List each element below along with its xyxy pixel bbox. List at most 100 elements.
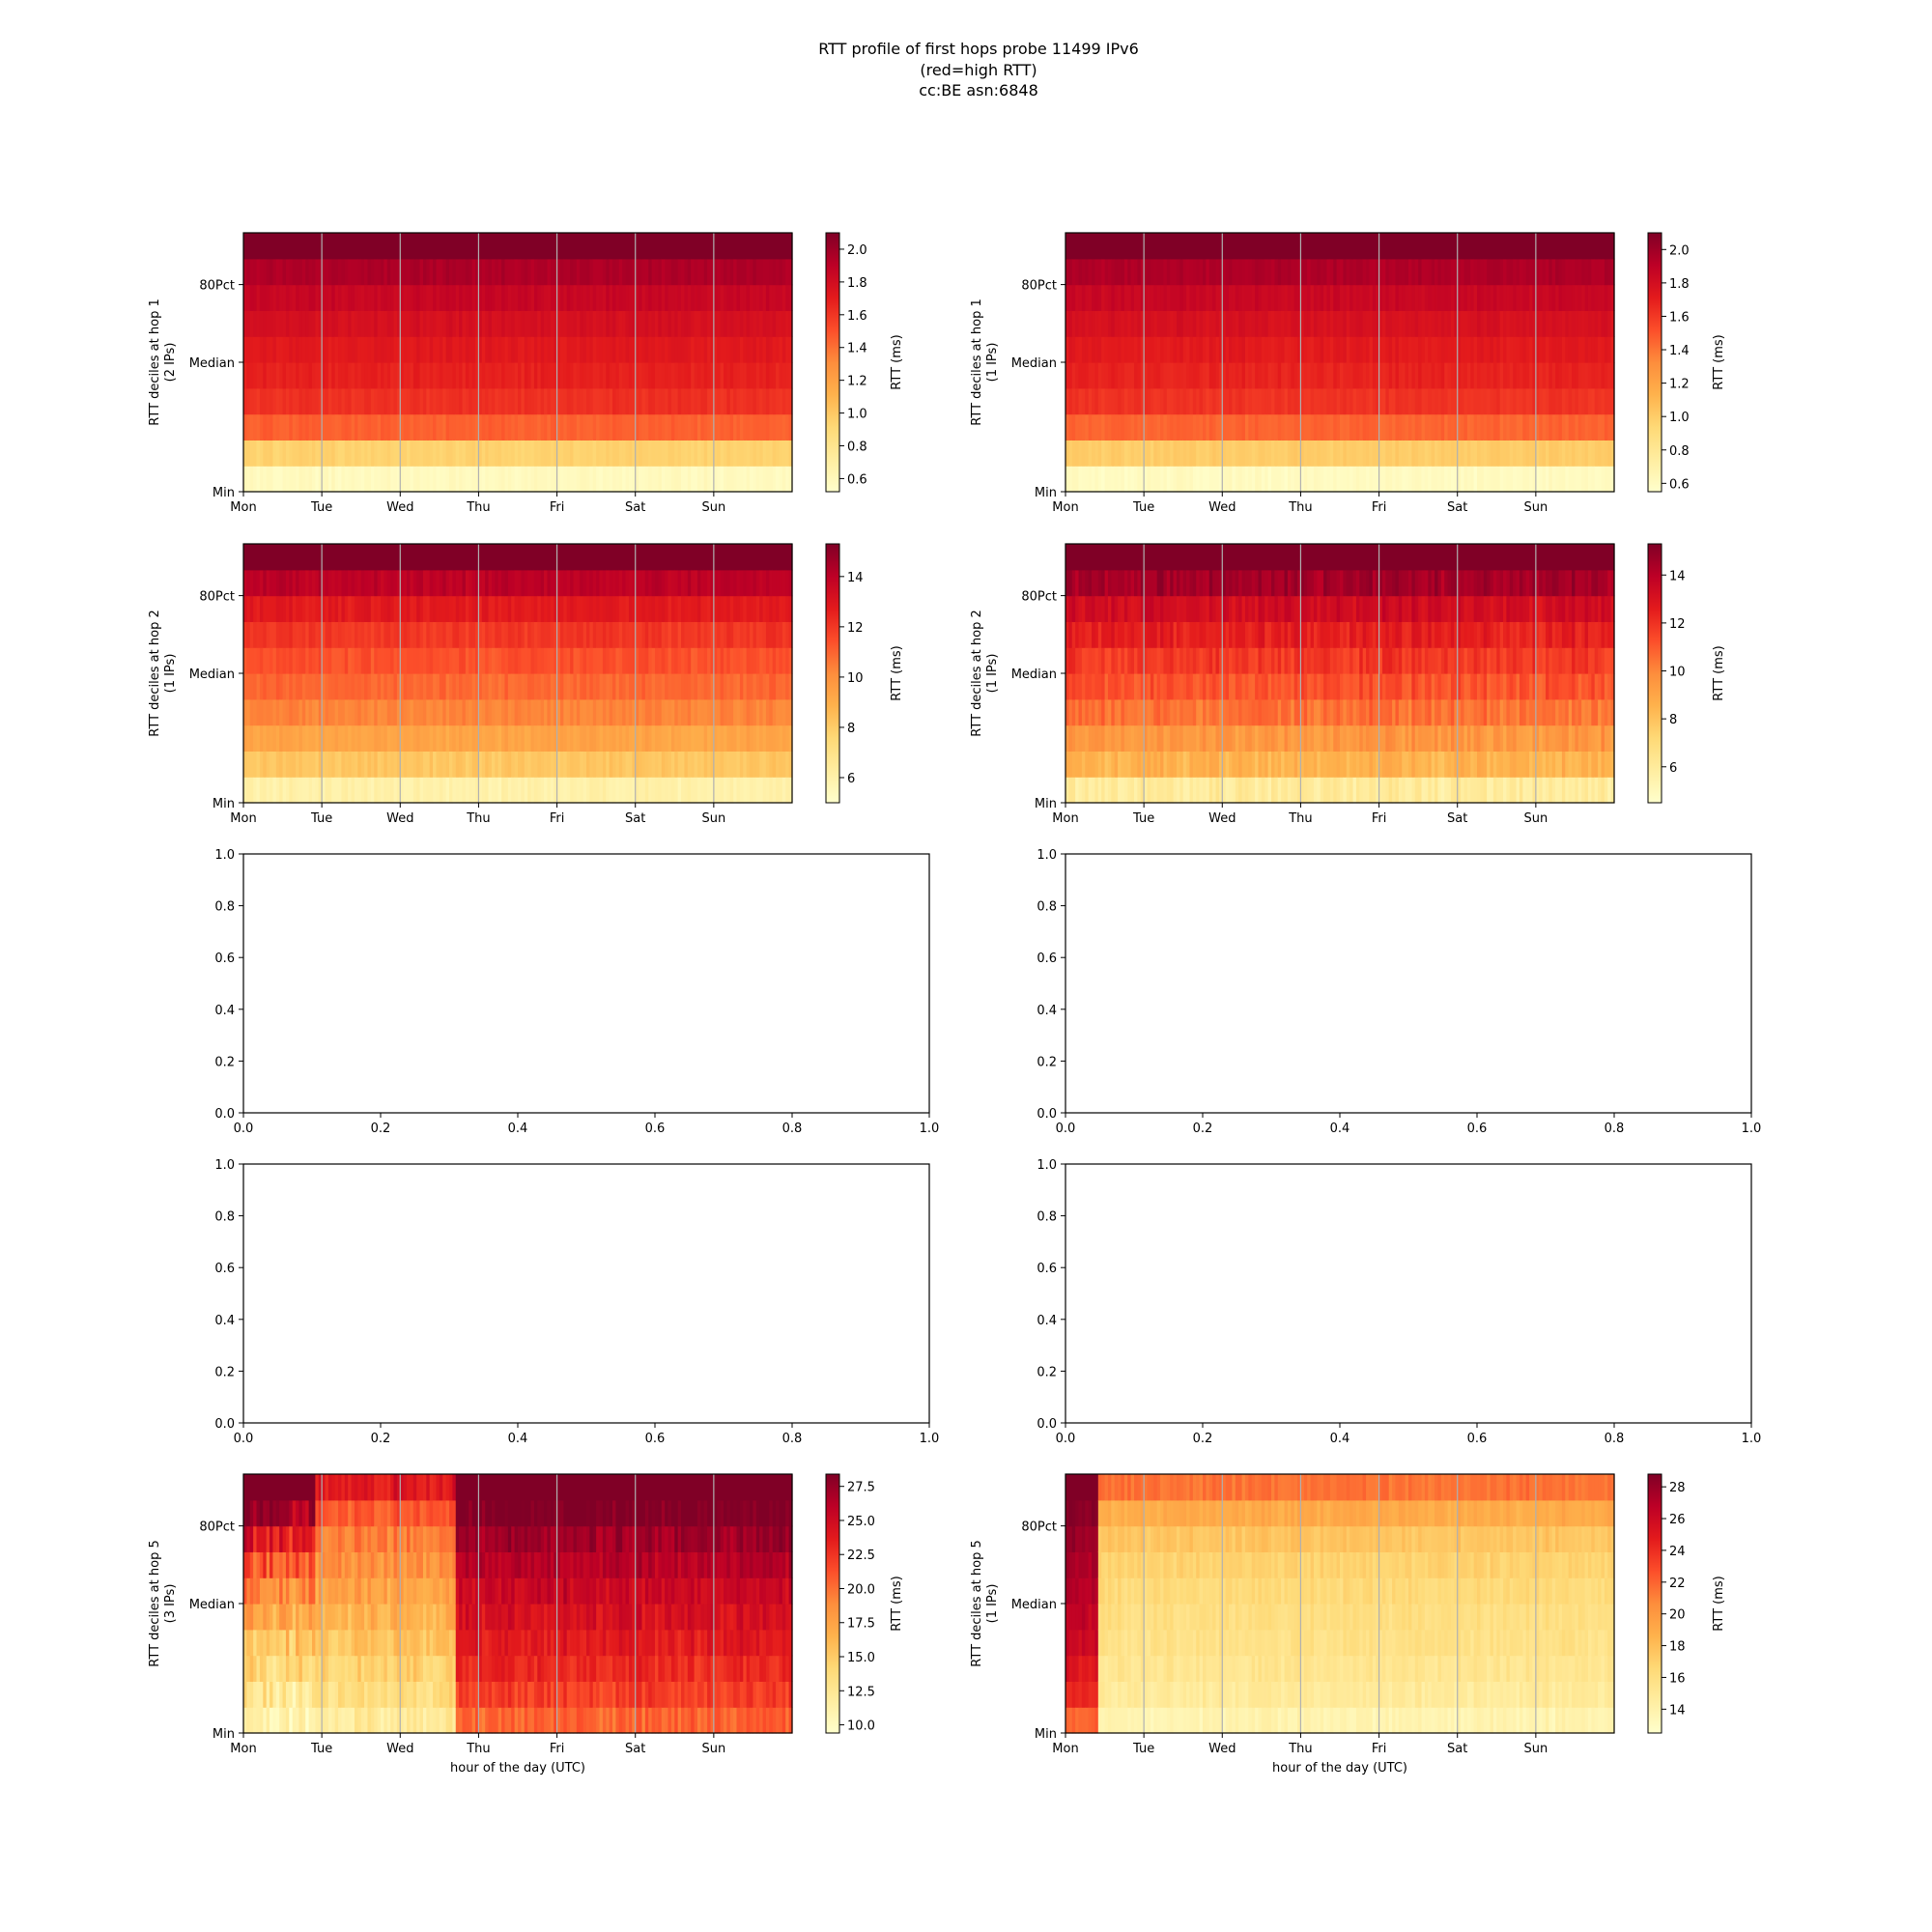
heatmap-cell <box>530 233 535 260</box>
heatmap-cell <box>530 569 535 597</box>
heatmap-cell <box>566 569 571 597</box>
heatmap-cell <box>1111 440 1116 467</box>
heatmap-cell <box>1271 413 1275 440</box>
heatmap-cell <box>305 284 310 311</box>
heatmap-cell <box>592 751 597 778</box>
heatmap-cell <box>1581 258 1586 286</box>
heatmap-cell <box>559 233 564 260</box>
heatmap-cell <box>1267 336 1272 363</box>
heatmap-cell <box>762 466 767 493</box>
heatmap-cell <box>429 387 434 415</box>
heatmap-cell <box>426 233 431 260</box>
heatmap-cell <box>390 621 395 648</box>
heatmap-cell <box>1565 387 1570 415</box>
heatmap-cell <box>501 673 506 700</box>
heatmap-cell <box>625 724 630 752</box>
heatmap-cell <box>576 595 581 622</box>
heatmap-cell <box>554 621 558 648</box>
heatmap-cell <box>1378 413 1383 440</box>
heatmap-cell <box>612 258 617 286</box>
heatmap-cell <box>665 569 669 597</box>
heatmap-cell <box>703 647 708 674</box>
heatmap-cell <box>615 595 620 622</box>
heatmap-cell <box>1303 387 1308 415</box>
heatmap-cell <box>1477 440 1481 467</box>
heatmap-cell <box>1323 336 1328 363</box>
heatmap-cell <box>298 413 303 440</box>
heatmap-cell <box>1255 466 1260 493</box>
heatmap-cell <box>1461 284 1465 311</box>
heatmap-cell <box>753 440 757 467</box>
heatmap-cell <box>1378 284 1383 311</box>
heatmap-cell <box>1607 440 1612 467</box>
heatmap-cell <box>1212 440 1217 467</box>
heatmap-cell <box>1127 440 1132 467</box>
heatmap-cell <box>1444 284 1449 311</box>
heatmap-cell <box>381 233 384 260</box>
heatmap-cell <box>471 387 476 415</box>
heatmap-cell <box>1340 336 1344 363</box>
heatmap-cell <box>602 310 607 337</box>
heatmap-cell <box>1454 233 1459 260</box>
heatmap-cell <box>651 544 656 571</box>
heatmap-cell <box>576 284 581 311</box>
heatmap-cell <box>1372 258 1377 286</box>
heatmap-cell <box>537 284 542 311</box>
heatmap-cell <box>396 387 401 415</box>
heatmap-cell <box>1408 362 1412 389</box>
heatmap-cell <box>592 673 597 700</box>
heatmap-cell <box>360 698 365 726</box>
heatmap-cell <box>263 413 268 440</box>
heatmap-cell <box>710 569 715 597</box>
heatmap-cell <box>612 647 617 674</box>
heatmap-cell <box>1572 466 1577 493</box>
heatmap-cell <box>396 413 401 440</box>
heatmap-cell <box>632 413 637 440</box>
heatmap-cell <box>1366 440 1371 467</box>
heatmap-cell <box>755 258 760 286</box>
heatmap-cell <box>1264 413 1269 440</box>
heatmap-cell <box>670 595 675 622</box>
heatmap-cell <box>246 362 251 389</box>
heatmap-cell <box>514 466 519 493</box>
heatmap-cell <box>308 621 313 648</box>
heatmap-cell <box>1372 336 1377 363</box>
heatmap-cell <box>1591 413 1596 440</box>
heatmap-cell <box>266 310 270 337</box>
heatmap-cell <box>272 777 277 804</box>
heatmap-cell <box>312 544 316 571</box>
heatmap-cell <box>1140 413 1145 440</box>
heatmap-cell <box>1522 466 1527 493</box>
heatmap-cell <box>256 440 261 467</box>
heatmap-cell <box>400 387 405 415</box>
heatmap-cell <box>462 258 467 286</box>
heatmap-cell <box>521 673 526 700</box>
heatmap-cell <box>442 310 447 337</box>
heatmap-cell <box>710 621 715 648</box>
heatmap-cell <box>677 621 682 648</box>
heatmap-cell <box>710 673 715 700</box>
heatmap-cell <box>429 336 434 363</box>
heatmap-cell <box>259 569 264 597</box>
heatmap-cell <box>1156 310 1161 337</box>
heatmap-cell <box>1555 440 1560 467</box>
heatmap-cell <box>524 595 528 622</box>
heatmap-cell <box>1346 387 1350 415</box>
heatmap-cell <box>1532 310 1537 337</box>
heatmap-cell <box>459 387 464 415</box>
heatmap-cell <box>384 466 388 493</box>
heatmap-cell <box>710 258 715 286</box>
heatmap-cell <box>615 673 620 700</box>
heatmap-cell <box>632 698 637 726</box>
heatmap-cell <box>370 233 375 260</box>
heatmap-cell <box>259 466 264 493</box>
heatmap-cell <box>298 387 303 415</box>
heatmap-cell <box>556 569 561 597</box>
heatmap-cell <box>559 258 564 286</box>
heatmap-cell <box>670 569 675 597</box>
heatmap-cell <box>495 724 499 752</box>
heatmap-cell <box>407 284 412 311</box>
heatmap-cell <box>1196 233 1201 260</box>
heatmap-cell <box>312 647 316 674</box>
heatmap-cell <box>253 621 258 648</box>
